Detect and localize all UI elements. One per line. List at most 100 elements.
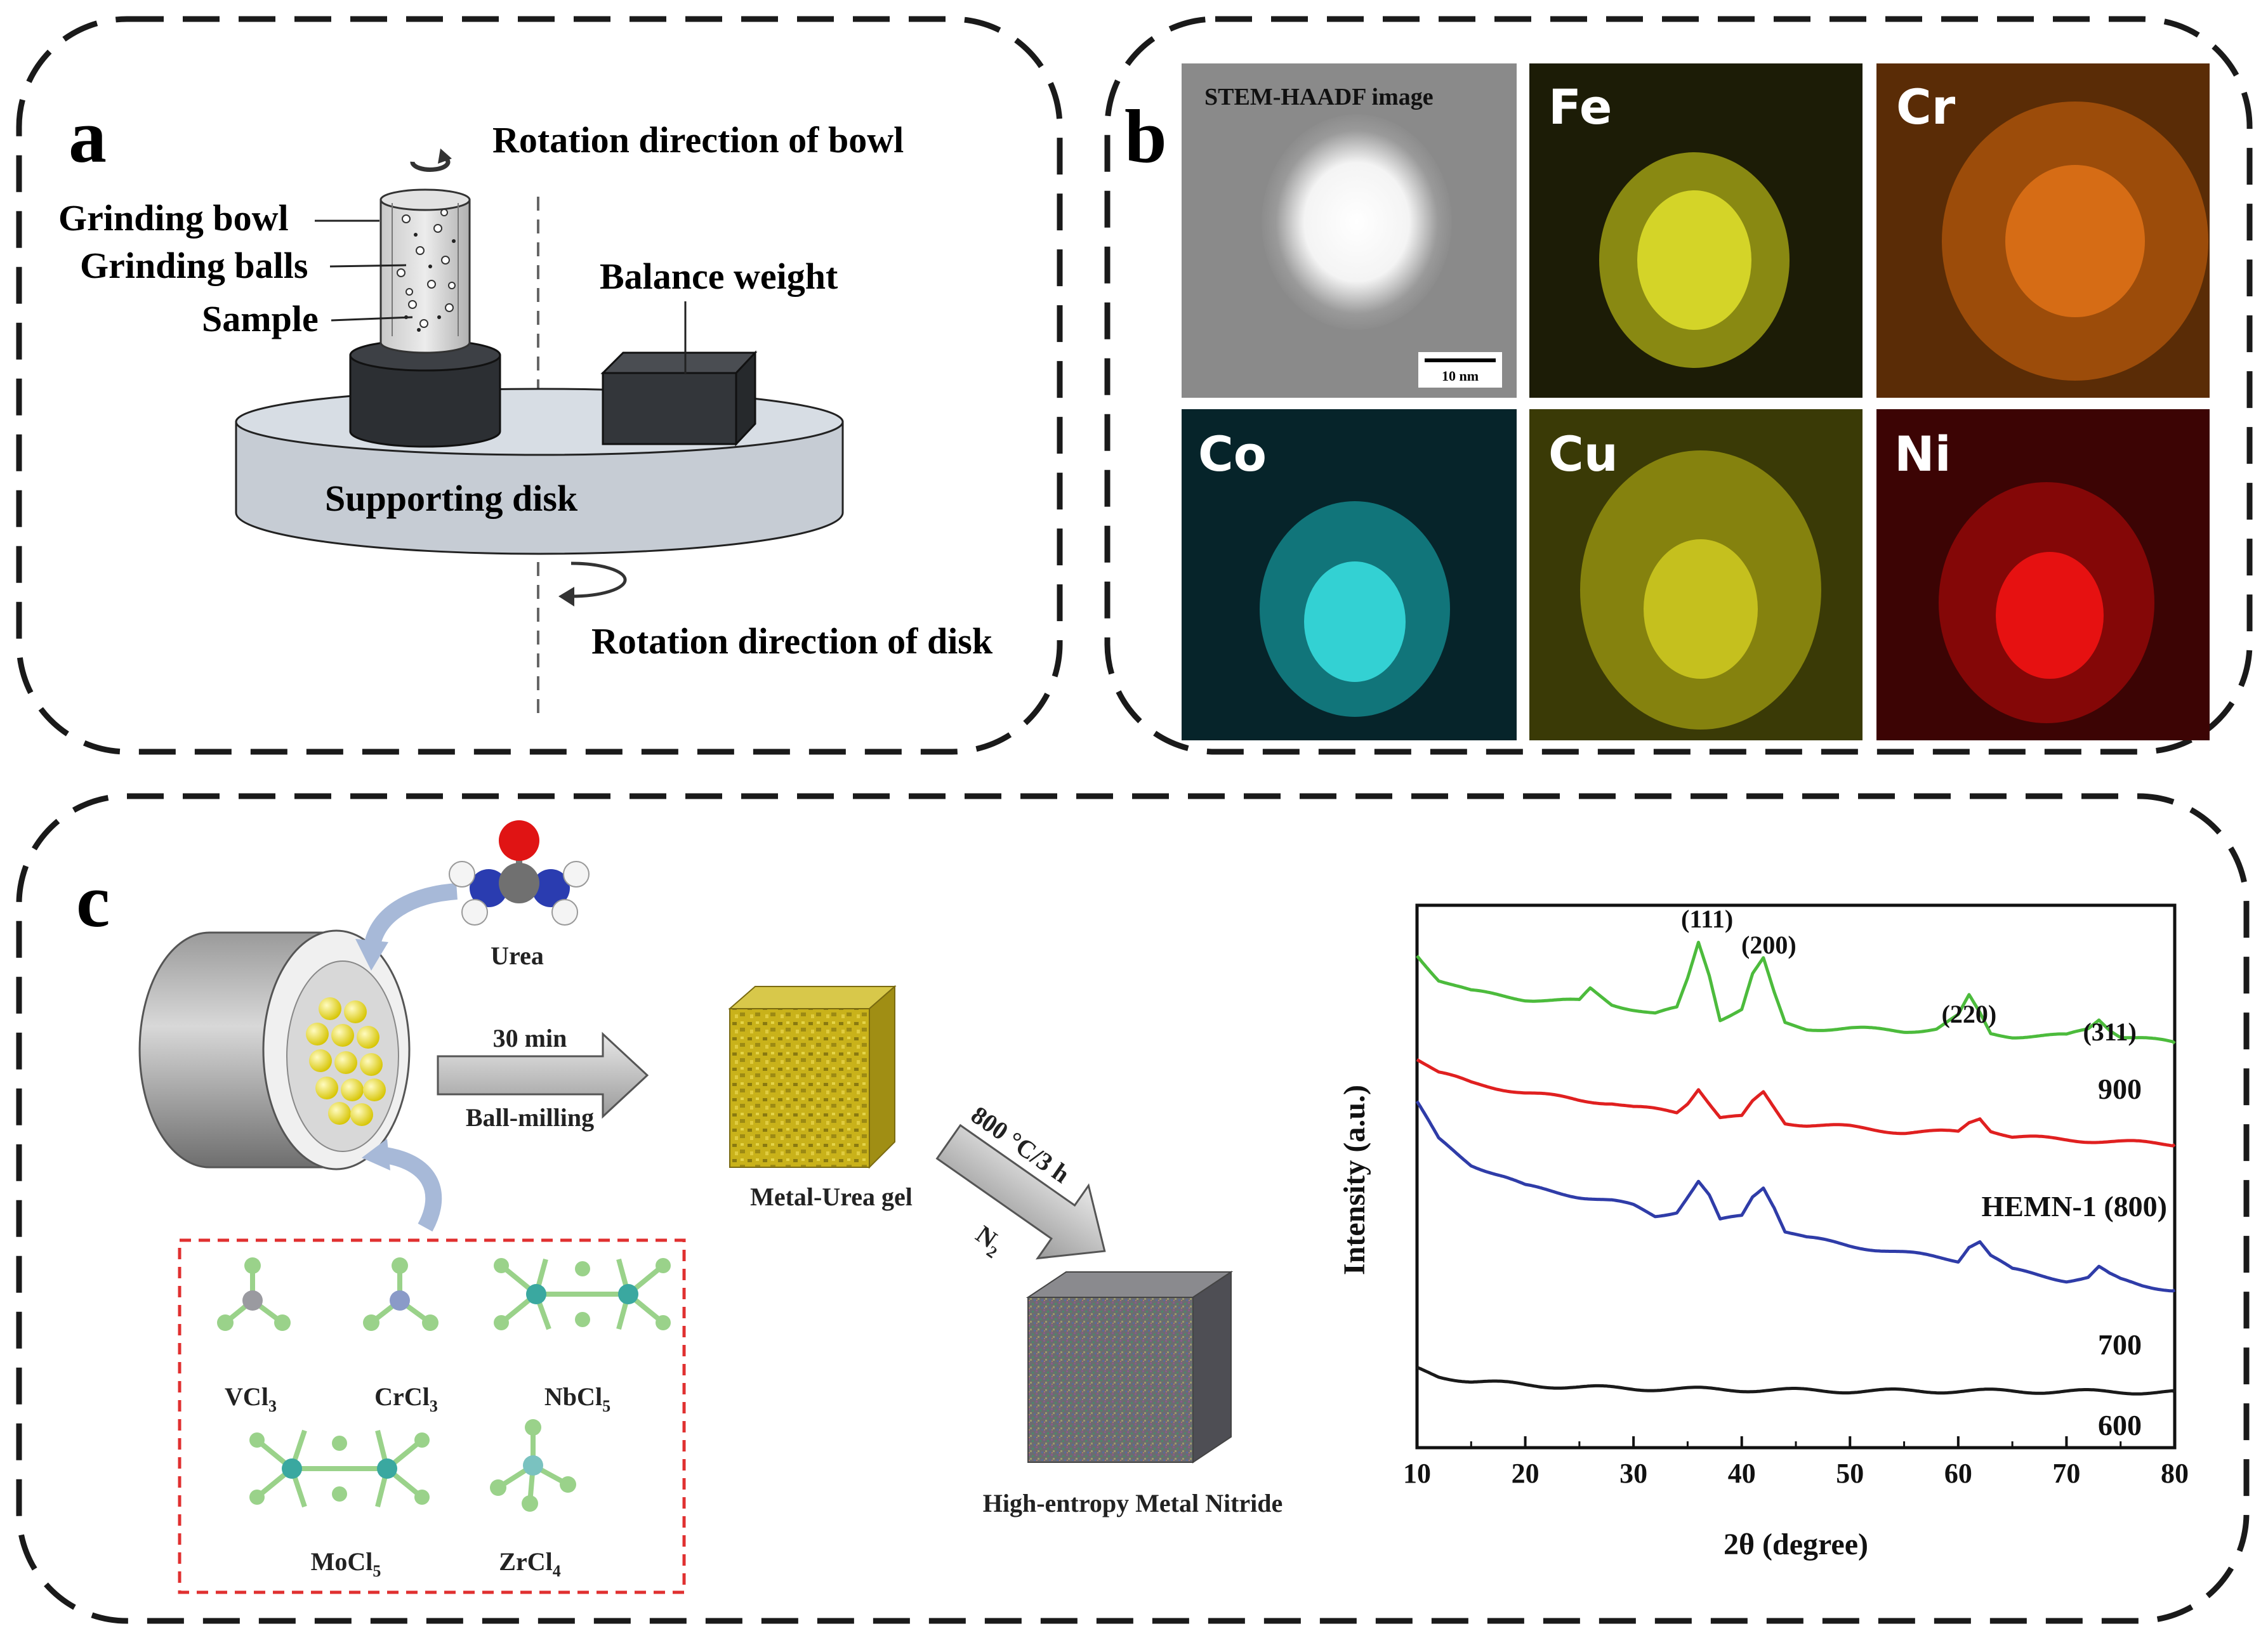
map-cu-core [1644,539,1758,679]
urea-arrowhead-icon [355,939,388,971]
gel-label: Metal-Urea gel [750,1183,913,1211]
vcl3-base: VCl [225,1382,268,1411]
product-label: High-entropy Metal Nitride [983,1489,1283,1517]
chart-series [1415,940,2176,1396]
arrow1-bottom-label: Ball-milling [466,1103,594,1132]
label-grinding-bowl: Grinding bowl [58,197,289,239]
peak-label-3: (311) [2083,1018,2136,1046]
nbcl5-molecule [494,1258,671,1330]
nbcl5-base: NbCl [544,1382,602,1411]
bowl-holder [349,354,501,448]
x-tick-label-20: 20 [1512,1458,1539,1489]
balance-weight-front [602,372,737,445]
panel-a-letter: a [69,94,107,178]
precursor-nbcl5: NbCl5 [544,1382,610,1415]
label-sample: Sample [202,298,319,339]
precursor-crcl3: CrCl3 [374,1382,438,1415]
grinding-bowl [379,199,471,354]
gel-side [869,985,895,1169]
peak-label-1: (200) [1741,931,1797,959]
map-tile-ni: Ni [1876,409,2210,740]
panel-a: a [16,16,1063,755]
x-tick-label-40: 40 [1728,1458,1756,1489]
label-rotation-bowl: Rotation direction of bowl [492,119,904,161]
xrd-chart: 10 20 30 40 50 60 70 80 (111) (200) (220) (311) 90… [1338,903,2189,1561]
x-tick-label-50: 50 [1836,1458,1864,1489]
nitride-side [1192,1271,1232,1464]
metal-urea-gel-cube [728,985,897,1169]
ball-milling-arrow-icon [437,1032,649,1119]
map-co-label: Co [1198,426,1267,482]
label-balance-weight: Balance weight [600,256,838,297]
x-tick-label-30: 30 [1619,1458,1647,1489]
yellow-balls [306,997,386,1126]
grinding-bowl-inner [392,203,459,336]
map-ni-core [1996,552,2104,679]
grinding-bowl-top [379,188,471,211]
panel-b-border [1104,16,2253,755]
label-supporting-disk: Supporting disk [325,478,578,519]
disk-rotation-arrowhead-icon [558,587,574,606]
leader-lines [315,219,687,374]
bowl-rotation-arrowhead-icon [438,148,452,164]
disk-rotation-arrow-icon [570,561,627,598]
map-tile-fe: Fe [1529,63,1863,398]
x-axis-label: 2θ (degree) [1724,1528,1868,1561]
series-line-600 [1416,1365,2176,1396]
stem-particle [1262,114,1452,330]
panel-c-border [16,793,2250,1624]
panel-c-letter: c [76,858,110,943]
y-axis-label: Intensity (a.u.) [1338,1085,1371,1275]
x-tick-label-70: 70 [2052,1458,2080,1489]
precursor-molecules [217,1257,671,1512]
ball-mill-drum [138,929,411,1170]
arrow1-top-label: 30 min [493,1024,567,1052]
series-line-900 [1416,940,2176,1045]
peak-annotations: (111) (200) (220) (311) [1681,905,2137,1046]
mocl5-molecule [249,1429,430,1508]
panel-a-border [16,16,1063,755]
map-ni-label: Ni [1894,426,1951,482]
annealing-arrow: 800 °C/3 h [935,1101,1106,1260]
peak-label-0: (111) [1681,905,1733,933]
mocl5-sub: 5 [373,1562,381,1580]
urea-molecule [449,820,590,926]
zrcl4-sub: 4 [553,1562,561,1580]
nbcl5-sub: 5 [602,1397,610,1415]
crcl3-base: CrCl [374,1382,430,1411]
bowl-rotation-arrow-icon [410,155,451,172]
precursor-zrcl4: ZrCl4 [499,1547,560,1580]
zrcl4-base: ZrCl [499,1547,552,1576]
label-rotation-disk: Rotation direction of disk [591,620,993,662]
series-labels: 900 HEMN-1 (800) 700 600 [1981,1073,2167,1441]
map-cr-label: Cr [1896,79,1956,135]
balance-weight-side [735,350,756,447]
annealing-arrow-icon [935,1124,1106,1260]
scale-bar-label: 10 nm [1442,368,1479,384]
series-line-hemn-1-800- [1416,1058,2176,1148]
panel-b-letter: b [1124,94,1167,178]
precursor-arrowhead-icon [362,1139,390,1170]
supporting-disk [235,421,844,555]
crcl3-molecule [363,1257,438,1331]
map-tile-cr: Cr [1876,63,2210,398]
map-co-core [1304,561,1406,682]
peak-label-2: (220) [1942,1000,1997,1028]
map-fe-label: Fe [1548,79,1612,135]
mocl5-base: MoCl [311,1547,373,1576]
x-ticks: 10 20 30 40 50 60 70 80 [1403,1436,2189,1489]
x-tick-label-80: 80 [2161,1458,2189,1489]
nitride-cube [1025,1271,1234,1464]
panel-b: b STEM-HAADF image 10 nm Fe Cr Co [1104,16,2253,755]
x-tick-label-10: 10 [1403,1458,1431,1489]
series-label-0: 900 [2098,1073,2142,1105]
gel-top [728,986,897,1009]
precursor-box [178,1238,686,1594]
series-line-700 [1415,1100,2176,1293]
map-cr-core [2005,165,2145,317]
series-label-3: 600 [2098,1409,2142,1441]
precursor-mocl5: MoCl5 [311,1547,381,1580]
map-fe-core [1637,190,1751,330]
precursor-vcl3: VCl3 [225,1382,277,1415]
